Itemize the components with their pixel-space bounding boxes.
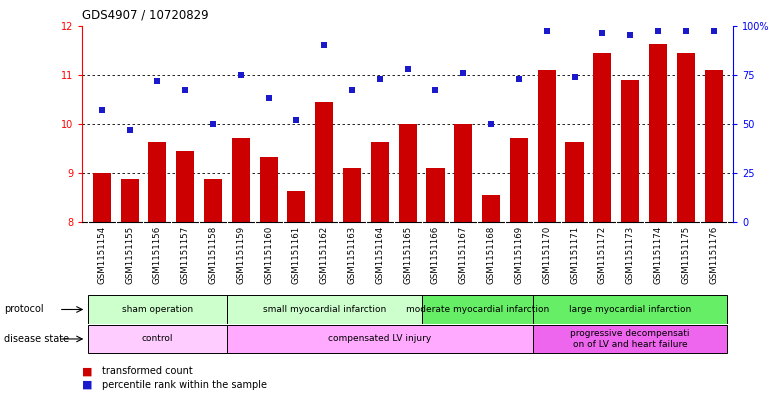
- Bar: [371, 143, 389, 222]
- Bar: [227, 325, 533, 353]
- Point: [123, 127, 136, 133]
- Point: [374, 75, 387, 82]
- Bar: [705, 70, 723, 222]
- Point: [652, 28, 664, 35]
- Point: [151, 77, 164, 84]
- Bar: [510, 138, 528, 222]
- Text: GSM1151157: GSM1151157: [180, 226, 190, 284]
- Bar: [260, 157, 278, 222]
- Text: GSM1151161: GSM1151161: [292, 226, 301, 284]
- Text: large myocardial infarction: large myocardial infarction: [569, 305, 691, 314]
- Bar: [232, 138, 250, 222]
- Bar: [148, 143, 166, 222]
- Point: [96, 107, 108, 113]
- Bar: [88, 296, 227, 324]
- Text: control: control: [142, 334, 173, 343]
- Point: [207, 121, 220, 127]
- Text: GSM1151174: GSM1151174: [653, 226, 662, 284]
- Point: [290, 117, 303, 123]
- Bar: [343, 168, 361, 222]
- Point: [624, 32, 637, 39]
- Bar: [482, 195, 500, 222]
- Bar: [426, 168, 445, 222]
- Text: GSM1151166: GSM1151166: [431, 226, 440, 284]
- Text: GSM1151154: GSM1151154: [97, 226, 107, 284]
- Text: GSM1151163: GSM1151163: [347, 226, 357, 284]
- Point: [485, 121, 497, 127]
- Point: [457, 70, 470, 76]
- Bar: [565, 143, 583, 222]
- Bar: [649, 44, 667, 222]
- Text: percentile rank within the sample: percentile rank within the sample: [102, 380, 267, 390]
- Text: GSM1151164: GSM1151164: [376, 226, 384, 284]
- Text: GSM1151160: GSM1151160: [264, 226, 273, 284]
- Bar: [593, 53, 612, 222]
- Bar: [288, 191, 306, 222]
- Text: GDS4907 / 10720829: GDS4907 / 10720829: [82, 9, 209, 22]
- Bar: [176, 151, 194, 222]
- Point: [401, 66, 414, 72]
- Bar: [533, 296, 728, 324]
- Text: GSM1151159: GSM1151159: [236, 226, 245, 284]
- Text: GSM1151169: GSM1151169: [514, 226, 524, 284]
- Point: [513, 75, 525, 82]
- Bar: [533, 325, 728, 353]
- Bar: [621, 79, 639, 222]
- Text: small myocardial infarction: small myocardial infarction: [263, 305, 386, 314]
- Text: GSM1151175: GSM1151175: [681, 226, 690, 284]
- Bar: [398, 124, 417, 222]
- Point: [318, 42, 331, 48]
- Text: transformed count: transformed count: [102, 366, 193, 376]
- Text: ■: ■: [82, 366, 96, 376]
- Text: GSM1151158: GSM1151158: [209, 226, 217, 284]
- Text: GSM1151162: GSM1151162: [320, 226, 328, 284]
- Point: [680, 28, 692, 35]
- Text: sham operation: sham operation: [122, 305, 193, 314]
- Text: progressive decompensati
on of LV and heart failure: progressive decompensati on of LV and he…: [571, 329, 690, 349]
- Bar: [315, 102, 333, 222]
- Point: [540, 28, 553, 35]
- Bar: [422, 296, 533, 324]
- Point: [568, 73, 581, 80]
- Bar: [227, 296, 422, 324]
- Point: [707, 28, 720, 35]
- Text: GSM1151168: GSM1151168: [487, 226, 495, 284]
- Text: GSM1151165: GSM1151165: [403, 226, 412, 284]
- Text: GSM1151171: GSM1151171: [570, 226, 579, 284]
- Point: [263, 95, 275, 101]
- Point: [346, 87, 358, 94]
- Text: GSM1151176: GSM1151176: [709, 226, 718, 284]
- Text: GSM1151170: GSM1151170: [543, 226, 551, 284]
- Text: disease state: disease state: [4, 334, 69, 344]
- Text: GSM1151155: GSM1151155: [125, 226, 134, 284]
- Bar: [677, 53, 695, 222]
- Point: [596, 30, 608, 37]
- Text: GSM1151167: GSM1151167: [459, 226, 468, 284]
- Bar: [93, 173, 111, 222]
- Text: moderate myocardial infarction: moderate myocardial infarction: [405, 305, 549, 314]
- Text: GSM1151173: GSM1151173: [626, 226, 635, 284]
- Bar: [88, 325, 227, 353]
- Point: [234, 72, 247, 78]
- Point: [179, 87, 191, 94]
- Text: protocol: protocol: [4, 305, 44, 314]
- Text: ■: ■: [82, 380, 96, 390]
- Text: compensated LV injury: compensated LV injury: [328, 334, 431, 343]
- Bar: [121, 179, 139, 222]
- Point: [429, 87, 441, 94]
- Bar: [538, 70, 556, 222]
- Bar: [454, 124, 472, 222]
- Text: GSM1151156: GSM1151156: [153, 226, 162, 284]
- Bar: [204, 179, 222, 222]
- Text: GSM1151172: GSM1151172: [598, 226, 607, 284]
